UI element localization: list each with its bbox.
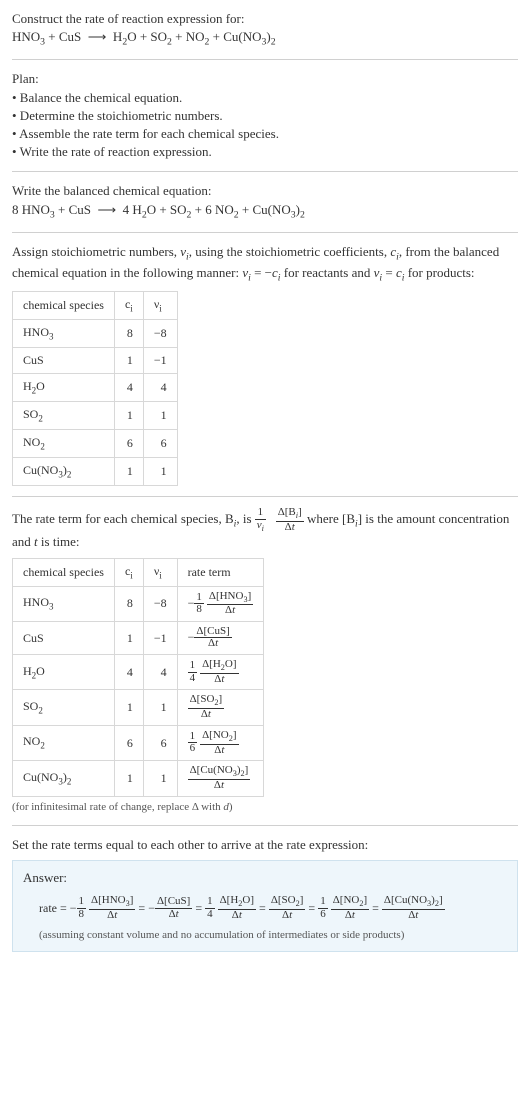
table-cell: CuS bbox=[13, 621, 115, 654]
table-row: NO266 bbox=[13, 429, 178, 457]
table-row: Cu(NO3)211 bbox=[13, 457, 178, 485]
balanced-title: Write the balanced chemical equation: bbox=[12, 182, 518, 200]
table-row: Cu(NO3)211Δ[Cu(NO3)2]Δt bbox=[13, 761, 264, 796]
table-cell: H2O bbox=[13, 655, 115, 690]
table-row: SO211 bbox=[13, 402, 178, 430]
table-cell: 14 Δ[H2O]Δt bbox=[177, 655, 264, 690]
answer-box: Answer: rate = −18 Δ[HNO3]Δt = −Δ[CuS]Δt… bbox=[12, 860, 518, 952]
plan-item: • Assemble the rate term for each chemic… bbox=[12, 125, 518, 143]
table-cell: 1 bbox=[143, 761, 177, 796]
balanced-section: Write the balanced chemical equation: 8 … bbox=[12, 182, 518, 221]
stoich-section: Assign stoichiometric numbers, νi, using… bbox=[12, 243, 518, 486]
table-row: SO211Δ[SO2]Δt bbox=[13, 690, 264, 725]
table-cell: 1 bbox=[143, 402, 177, 430]
table-cell: 4 bbox=[114, 655, 143, 690]
table-cell: CuS bbox=[13, 348, 115, 374]
table-cell: 6 bbox=[114, 429, 143, 457]
divider bbox=[12, 825, 518, 826]
table-cell: 1 bbox=[114, 402, 143, 430]
table-row: NO26616 Δ[NO2]Δt bbox=[13, 725, 264, 760]
table-cell: 1 bbox=[114, 348, 143, 374]
final-title: Set the rate terms equal to each other t… bbox=[12, 836, 518, 854]
table-cell: 1 bbox=[143, 457, 177, 485]
table-header: chemical species bbox=[13, 558, 115, 586]
table-cell: 4 bbox=[143, 374, 177, 402]
table-header: νi bbox=[143, 292, 177, 320]
table-cell: Cu(NO3)2 bbox=[13, 761, 115, 796]
table-cell: −1 bbox=[143, 348, 177, 374]
table-row: H2O4414 Δ[H2O]Δt bbox=[13, 655, 264, 690]
table-cell: Δ[SO2]Δt bbox=[177, 690, 264, 725]
divider bbox=[12, 59, 518, 60]
table-cell: 1 bbox=[114, 761, 143, 796]
answer-label: Answer: bbox=[23, 869, 507, 887]
plan-item: • Determine the stoichiometric numbers. bbox=[12, 107, 518, 125]
stoich-intro: Assign stoichiometric numbers, νi, using… bbox=[12, 243, 518, 285]
table-cell: HNO3 bbox=[13, 320, 115, 348]
table-cell: NO2 bbox=[13, 429, 115, 457]
frac-dbi-dt: Δ[Bi]Δt bbox=[276, 507, 304, 533]
stoich-table: chemical speciesciνi HNO38−8CuS1−1H2O44S… bbox=[12, 291, 178, 486]
table-cell: −1 bbox=[143, 621, 177, 654]
divider bbox=[12, 496, 518, 497]
table-cell: −8 bbox=[143, 586, 177, 621]
table-cell: 1 bbox=[114, 690, 143, 725]
table-cell: 8 bbox=[114, 320, 143, 348]
table-cell: Cu(NO3)2 bbox=[13, 457, 115, 485]
table-cell: 1 bbox=[114, 457, 143, 485]
table-row: CuS1−1−Δ[CuS]Δt bbox=[13, 621, 264, 654]
table-cell: 6 bbox=[143, 429, 177, 457]
rateterm-intro: The rate term for each chemical species,… bbox=[12, 507, 518, 552]
table-cell: 4 bbox=[114, 374, 143, 402]
rateterm-section: The rate term for each chemical species,… bbox=[12, 507, 518, 815]
table-cell: NO2 bbox=[13, 725, 115, 760]
table-cell: −8 bbox=[143, 320, 177, 348]
table-cell: 16 Δ[NO2]Δt bbox=[177, 725, 264, 760]
table-cell: SO2 bbox=[13, 402, 115, 430]
table-cell: 8 bbox=[114, 586, 143, 621]
rateterm-note: (for infinitesimal rate of change, repla… bbox=[12, 800, 518, 815]
table-cell: Δ[Cu(NO3)2]Δt bbox=[177, 761, 264, 796]
divider bbox=[12, 171, 518, 172]
table-cell: H2O bbox=[13, 374, 115, 402]
table-row: CuS1−1 bbox=[13, 348, 178, 374]
table-cell: HNO3 bbox=[13, 586, 115, 621]
unbalanced-equation: HNO3 + CuS ⟶ H2O + SO2 + NO2 + Cu(NO3)2 bbox=[12, 28, 518, 49]
table-cell: 6 bbox=[143, 725, 177, 760]
table-row: HNO38−8 bbox=[13, 320, 178, 348]
header-title: Construct the rate of reaction expressio… bbox=[12, 10, 518, 28]
table-cell: 1 bbox=[143, 690, 177, 725]
table-cell: 4 bbox=[143, 655, 177, 690]
rateterm-table: chemical speciesciνirate term HNO38−8−18… bbox=[12, 558, 264, 797]
table-header: ci bbox=[114, 558, 143, 586]
table-row: HNO38−8−18 Δ[HNO3]Δt bbox=[13, 586, 264, 621]
plan-item: • Balance the chemical equation. bbox=[12, 89, 518, 107]
final-section: Set the rate terms equal to each other t… bbox=[12, 836, 518, 952]
rate-expression: rate = −18 Δ[HNO3]Δt = −Δ[CuS]Δt = 14 Δ[… bbox=[23, 891, 507, 923]
plan-title: Plan: bbox=[12, 70, 518, 88]
table-row: H2O44 bbox=[13, 374, 178, 402]
divider bbox=[12, 232, 518, 233]
table-cell: SO2 bbox=[13, 690, 115, 725]
table-cell: 6 bbox=[114, 725, 143, 760]
frac-1-over-nu: 1νi bbox=[255, 507, 266, 533]
table-header: rate term bbox=[177, 558, 264, 586]
table-cell: −18 Δ[HNO3]Δt bbox=[177, 586, 264, 621]
table-cell: −Δ[CuS]Δt bbox=[177, 621, 264, 654]
header-section: Construct the rate of reaction expressio… bbox=[12, 10, 518, 49]
answer-note: (assuming constant volume and no accumul… bbox=[23, 928, 507, 943]
plan-item: • Write the rate of reaction expression. bbox=[12, 143, 518, 161]
table-cell: 1 bbox=[114, 621, 143, 654]
table-header: νi bbox=[143, 558, 177, 586]
plan-section: Plan: • Balance the chemical equation.• … bbox=[12, 70, 518, 161]
table-header: ci bbox=[114, 292, 143, 320]
table-header: chemical species bbox=[13, 292, 115, 320]
balanced-equation: 8 HNO3 + CuS ⟶ 4 H2O + SO2 + 6 NO2 + Cu(… bbox=[12, 201, 518, 222]
